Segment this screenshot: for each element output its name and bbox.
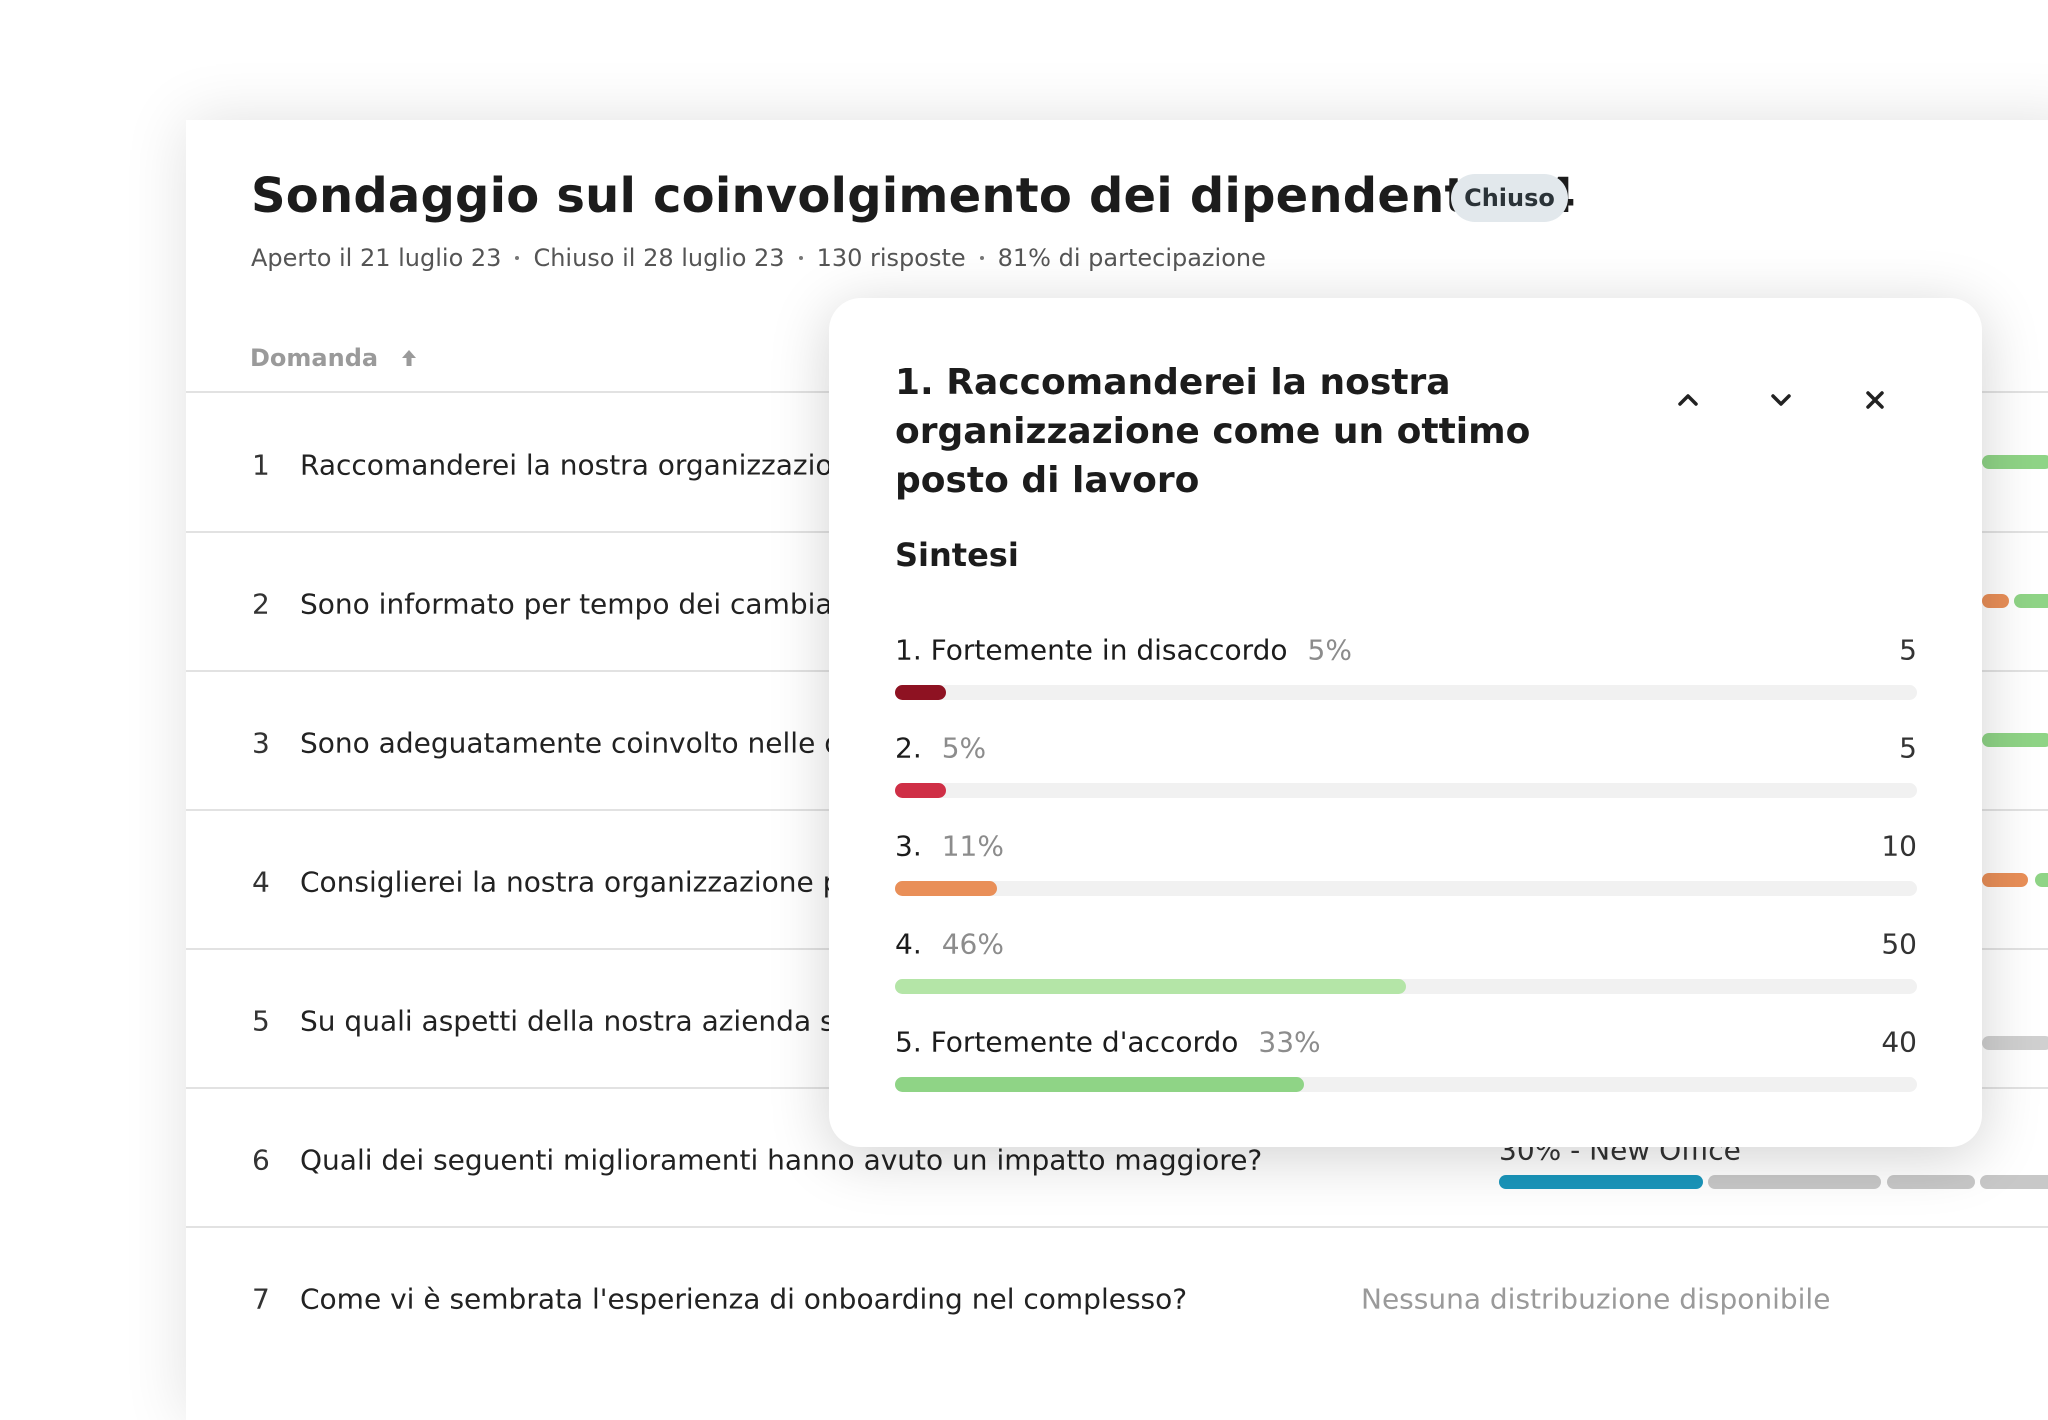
row-question: Su quali aspetti della nostra azienda si… xyxy=(300,1004,866,1038)
distribution-bar xyxy=(2014,594,2048,608)
survey-title: Sondaggio sul coinvolgimento dei dipende… xyxy=(251,168,1576,224)
option-percent: 5% xyxy=(941,731,987,765)
row-question: Consiglierei la nostra organizzazione pe xyxy=(300,865,858,899)
option-name: 2. xyxy=(895,731,922,765)
distribution-bar xyxy=(1982,733,2048,747)
sort-arrow xyxy=(402,350,417,366)
option-label: 4. 46% xyxy=(895,928,1004,961)
distribution-bar xyxy=(2035,873,2048,887)
bar-track xyxy=(895,979,1917,994)
option-name: 1. Fortemente in disaccordo xyxy=(895,633,1288,667)
option-name: 3. xyxy=(895,829,922,863)
row-number: 3 xyxy=(252,726,270,760)
meta-item: Chiuso il 28 luglio 23 xyxy=(533,244,785,272)
row-number: 2 xyxy=(252,587,270,621)
row-number: 6 xyxy=(252,1143,270,1177)
row-number: 4 xyxy=(252,865,270,899)
option-count: 5 xyxy=(1899,633,1917,667)
column-header[interactable]: Domanda xyxy=(250,344,418,372)
option-name: 4. xyxy=(895,927,922,961)
row-number: 1 xyxy=(252,448,270,482)
distribution-bar xyxy=(1982,455,2048,469)
row-question: Quali dei seguenti miglioramenti hanno a… xyxy=(300,1143,1263,1177)
separator xyxy=(979,256,984,260)
row-question: Come vi è sembrata l'esperienza di onboa… xyxy=(300,1282,1188,1316)
option-label: 5. Fortemente d'accordo 33% xyxy=(895,1026,1321,1059)
option-percent: 11% xyxy=(941,829,1004,863)
no-distribution: Nessuna distribuzione disponibile xyxy=(1361,1282,1831,1316)
section-title: Sintesi xyxy=(895,536,1019,574)
meta-item: 130 risposte xyxy=(816,244,966,272)
status-badge: Chiuso xyxy=(1451,174,1568,222)
separator xyxy=(798,256,803,260)
distribution-bar xyxy=(1887,1175,1975,1189)
row-question: Sono adeguatamente coinvolto nelle de xyxy=(300,726,860,760)
bar-track xyxy=(895,783,1917,798)
row-number: 7 xyxy=(252,1282,270,1316)
distribution-bar xyxy=(1980,1175,2048,1189)
survey-meta: Aperto il 21 luglio 23 Chiuso il 28 lugli… xyxy=(251,244,1266,272)
question-detail-popup: 1. Raccomanderei la nostra organizzazion… xyxy=(829,298,1982,1147)
next-button[interactable] xyxy=(1767,386,1795,414)
screen: Sondaggio sul coinvolgimento dei dipende… xyxy=(186,168,2048,1316)
option-label: 1. Fortemente in disaccordo 5% xyxy=(895,634,1352,667)
option-count: 50 xyxy=(1881,927,1917,961)
divider xyxy=(186,1226,2048,1228)
option-count: 5 xyxy=(1899,731,1917,765)
distribution-bar xyxy=(1708,1175,1881,1189)
detail-title: 1. Raccomanderei la nostra organizzazion… xyxy=(895,362,1531,501)
option-label: 3. 11% xyxy=(895,830,1004,863)
row-number: 5 xyxy=(252,1004,270,1038)
option-count: 40 xyxy=(1881,1025,1917,1059)
option-bar xyxy=(895,685,947,700)
option-count: 10 xyxy=(1881,829,1917,863)
option-percent: 46% xyxy=(941,927,1004,961)
row-question: Raccomanderei la nostra organizzazione xyxy=(300,448,868,482)
bar-track xyxy=(895,1077,1917,1092)
distribution-bar xyxy=(1982,873,2028,887)
meta-item: Aperto il 21 luglio 23 xyxy=(251,244,502,272)
option-percent: 33% xyxy=(1258,1025,1321,1059)
column-title: Domanda xyxy=(250,344,379,372)
page: Sondaggio {"header": {"title": "Sondaggi… xyxy=(186,168,2048,1316)
option-name: 5. Fortemente d'accordo xyxy=(895,1025,1239,1059)
distribution-bar xyxy=(1982,594,2009,608)
option-percent: 5% xyxy=(1307,633,1352,667)
close-button[interactable] xyxy=(1861,386,1889,414)
row-question: Sono informato per tempo dei cambiam xyxy=(300,587,860,621)
option-bar xyxy=(895,881,998,896)
bar-track xyxy=(895,685,1917,700)
meta-item: 81% di partecipazione xyxy=(997,244,1266,272)
option-bar xyxy=(895,783,947,798)
bar-track xyxy=(895,881,1917,896)
option-bar xyxy=(895,979,1406,994)
separator xyxy=(515,256,520,260)
option-bar xyxy=(895,1077,1304,1092)
distribution-bar xyxy=(1982,1036,2048,1050)
option-label: 2. 5% xyxy=(895,732,986,765)
previous-button[interactable] xyxy=(1674,386,1702,414)
distribution-bar xyxy=(1499,1175,1703,1189)
